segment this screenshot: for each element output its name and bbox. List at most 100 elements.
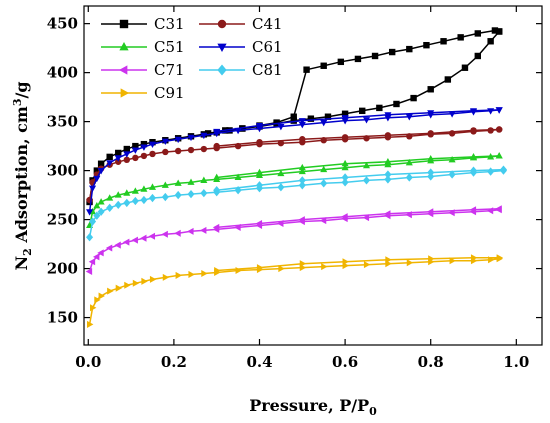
x-tick-label: 1.0 xyxy=(503,353,529,371)
data-point-adsorption xyxy=(98,292,105,300)
x-axis-title: Pressure, P/P0 xyxy=(249,396,377,418)
y-axis-title-sub: 2 xyxy=(21,248,34,256)
data-point-adsorption xyxy=(93,167,101,174)
data-point-adsorption xyxy=(406,259,414,267)
data-point-desorption xyxy=(428,255,435,263)
x-tick-label: 0.4 xyxy=(246,353,272,371)
data-point-desorption xyxy=(341,159,349,167)
data-point-desorption xyxy=(495,205,502,213)
series-C71 xyxy=(85,205,502,276)
data-point-desorption xyxy=(204,130,212,137)
data-point-adsorption xyxy=(461,64,469,71)
data-point-adsorption xyxy=(384,175,392,184)
data-point-adsorption xyxy=(410,94,417,102)
series-layer xyxy=(85,27,507,328)
data-point-adsorption xyxy=(405,114,413,121)
legend-marker xyxy=(118,65,128,75)
series-C31 xyxy=(86,27,503,206)
data-point-adsorption xyxy=(486,207,494,215)
data-point-adsorption xyxy=(107,287,114,295)
data-point-desorption xyxy=(384,157,392,165)
y-tick-label: 150 xyxy=(47,309,78,327)
data-point-adsorption xyxy=(140,185,148,192)
data-point-adsorption xyxy=(122,238,130,246)
data-point-adsorption xyxy=(298,181,306,190)
x-tick-label: 0.0 xyxy=(75,353,101,371)
data-point-adsorption xyxy=(448,170,456,179)
legend-label: C61 xyxy=(252,38,283,56)
data-point-adsorption xyxy=(187,189,195,199)
data-point-desorption xyxy=(298,118,306,125)
data-point-adsorption xyxy=(161,138,169,146)
y-tick-label: 450 xyxy=(47,15,78,33)
data-point-adsorption xyxy=(106,194,114,201)
data-point-adsorption xyxy=(161,192,169,202)
data-point-adsorption xyxy=(115,158,122,165)
y-tick-label: 200 xyxy=(47,260,78,278)
data-point-adsorption xyxy=(187,146,195,154)
data-point-adsorption xyxy=(106,153,113,161)
x-tick-label: 0.8 xyxy=(418,353,444,371)
data-point-adsorption xyxy=(363,261,371,269)
legend-marker xyxy=(119,19,129,29)
data-point-adsorption xyxy=(114,155,122,162)
data-point-adsorption xyxy=(200,188,208,198)
data-point-adsorption xyxy=(448,111,456,118)
x-tick-label: 0.2 xyxy=(161,353,187,371)
data-point-desorption xyxy=(255,219,263,228)
data-point-adsorption xyxy=(187,178,195,185)
data-point-adsorption xyxy=(93,202,101,209)
series-line-desorption xyxy=(216,168,504,191)
data-point-adsorption xyxy=(89,217,97,226)
data-point-adsorption xyxy=(235,267,242,275)
data-point-desorption xyxy=(354,55,362,63)
data-point-desorption xyxy=(426,208,434,216)
series-line-desorption xyxy=(216,155,500,179)
data-point-adsorption xyxy=(427,86,434,93)
data-point-adsorption xyxy=(131,147,139,154)
data-point-adsorption xyxy=(174,147,182,155)
y-axis-title: N2 Adsorption, cm3/g xyxy=(11,81,34,270)
series-C81 xyxy=(86,165,507,242)
data-point-adsorption xyxy=(298,167,306,175)
y-tick-label: 250 xyxy=(47,211,78,229)
data-point-desorption xyxy=(255,168,264,176)
data-point-adsorption xyxy=(123,189,131,196)
data-point-adsorption xyxy=(115,149,122,157)
legend-label: C31 xyxy=(154,15,185,33)
data-point-adsorption xyxy=(123,156,131,164)
data-point-desorption xyxy=(290,113,297,120)
data-point-desorption xyxy=(499,165,507,174)
data-point-desorption xyxy=(342,258,349,266)
data-point-adsorption xyxy=(93,253,100,261)
data-point-desorption xyxy=(213,128,221,136)
data-point-desorption xyxy=(341,213,348,221)
data-point-adsorption xyxy=(97,249,104,257)
data-point-desorption xyxy=(474,30,481,37)
legend-marker xyxy=(119,41,129,51)
data-point-desorption xyxy=(303,66,310,73)
data-point-desorption xyxy=(384,112,392,119)
data-point-adsorption xyxy=(200,176,208,183)
data-point-desorption xyxy=(299,136,306,143)
data-point-adsorption xyxy=(187,227,194,235)
data-point-adsorption xyxy=(187,134,195,142)
data-point-adsorption xyxy=(97,168,105,175)
data-point-desorption xyxy=(495,28,503,35)
data-point-desorption xyxy=(214,267,221,275)
data-point-desorption xyxy=(298,176,306,185)
data-point-adsorption xyxy=(448,155,456,163)
series-C61 xyxy=(86,107,503,216)
legend-marker xyxy=(217,64,227,76)
data-point-adsorption xyxy=(106,160,114,167)
data-point-adsorption xyxy=(200,226,207,234)
data-point-adsorption xyxy=(162,148,169,156)
data-point-desorption xyxy=(495,126,503,133)
data-point-adsorption xyxy=(474,52,481,60)
data-point-adsorption xyxy=(320,120,328,127)
data-point-desorption xyxy=(469,108,478,115)
data-point-adsorption xyxy=(97,198,105,205)
data-point-desorption xyxy=(406,45,413,53)
data-point-adsorption xyxy=(140,140,148,148)
data-point-desorption xyxy=(427,168,435,177)
